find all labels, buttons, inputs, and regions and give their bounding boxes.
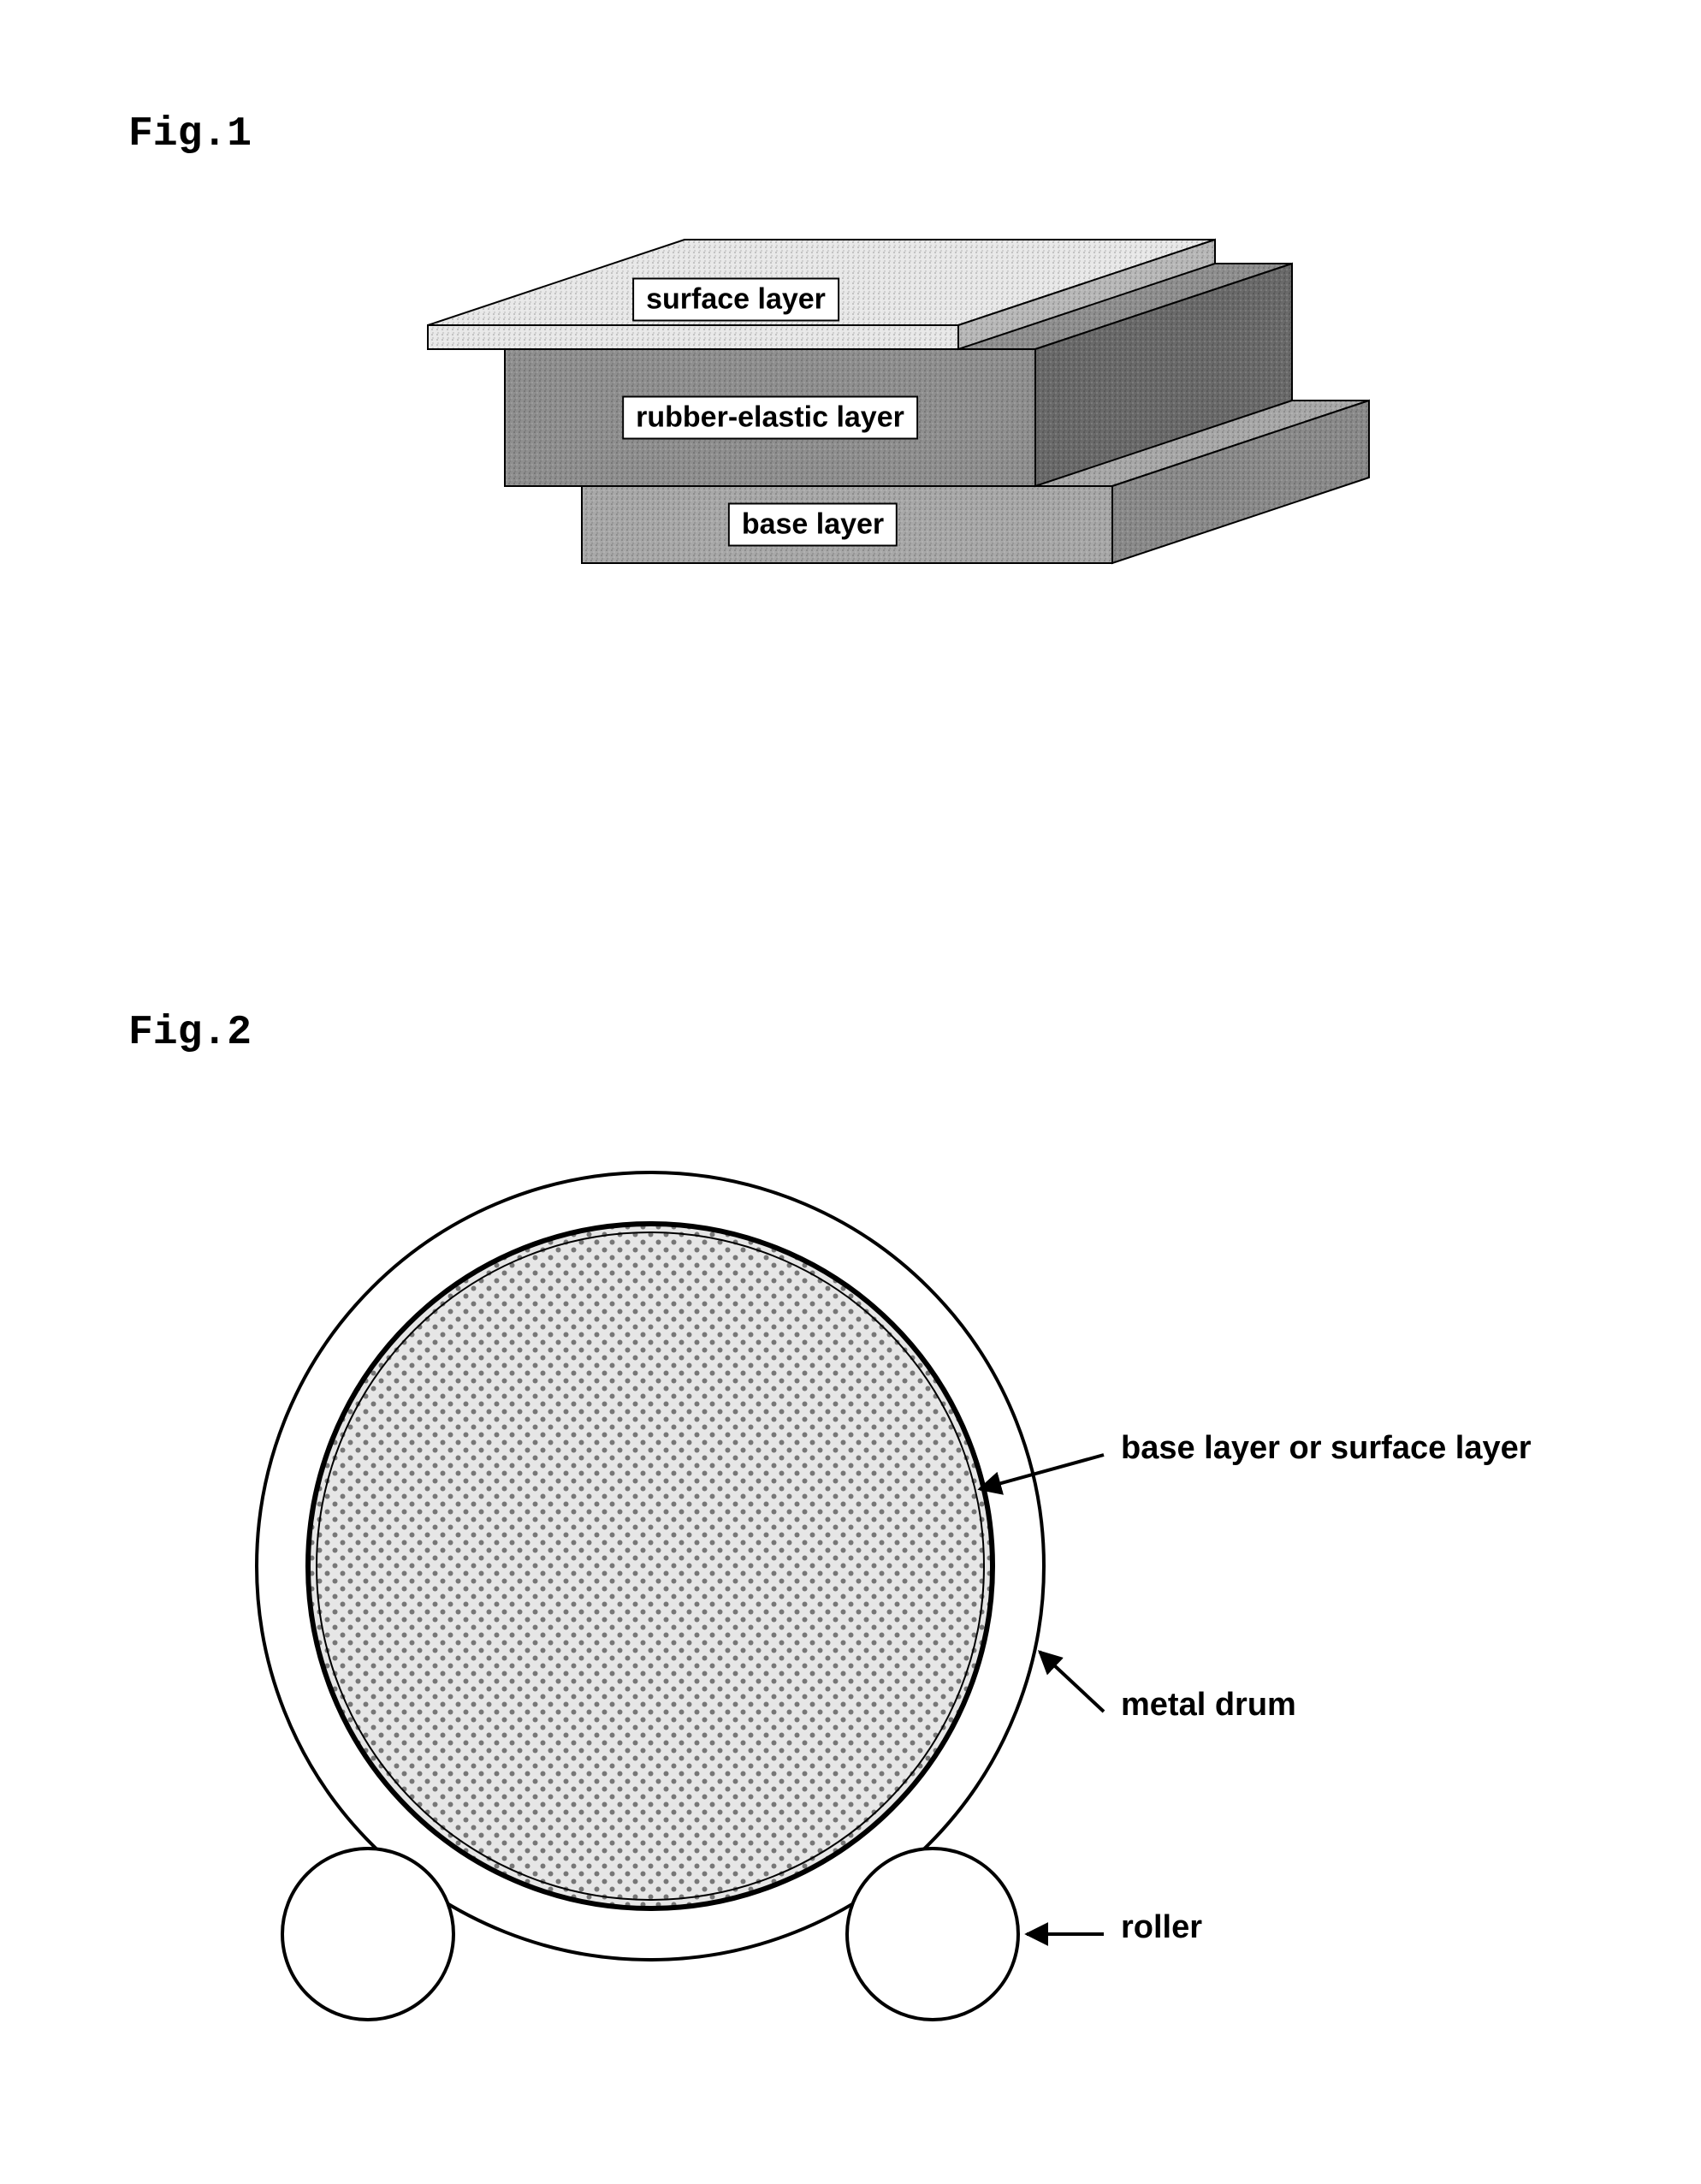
fig2-callout-drum-text: metal drum [1121,1687,1296,1724]
fig1-rubber-label: rubber-elastic layer [622,396,918,440]
fig1-surface-label: surface layer [632,278,839,322]
fig2-diagram [0,984,1701,2097]
fig2-callout-drum-arrow [1040,1652,1104,1712]
fig1-base-label: base layer [728,503,898,547]
fig2-roller-1 [847,1849,1018,2020]
fig2-callout-roller-text: roller [1121,1909,1202,1946]
fig2-callout-inner-text: base layer or surface layer [1121,1430,1532,1467]
fig2-inner-layer [308,1224,993,1908]
fig2-roller-0 [282,1849,453,2020]
